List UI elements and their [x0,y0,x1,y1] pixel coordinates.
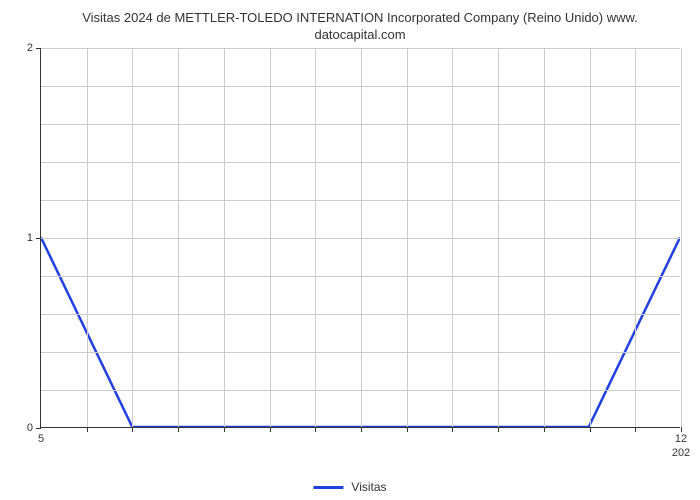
gridline-v [498,48,499,427]
x-tick-mark [87,427,88,432]
gridline-v [270,48,271,427]
gridline-v [544,48,545,427]
plot-area: 012512202 [40,48,680,428]
x-tick-mark [544,427,545,432]
x-sublabel-right: 202 [672,427,690,459]
gridline-v [590,48,591,427]
title-line-1: Visitas 2024 de METTLER-TOLEDO INTERNATI… [82,10,638,25]
y-tick-mark [36,48,41,49]
chart-container: Visitas 2024 de METTLER-TOLEDO INTERNATI… [0,0,700,500]
x-tick-mark [498,427,499,432]
x-tick-mark [635,427,636,432]
gridline-v [315,48,316,427]
legend-swatch [313,486,343,489]
x-tick-mark [590,427,591,432]
legend-label: Visitas [351,480,386,494]
y-tick-mark [36,238,41,239]
gridline-v [635,48,636,427]
gridline-v [407,48,408,427]
x-tick-mark [178,427,179,432]
gridline-v [224,48,225,427]
gridline-v [681,48,682,427]
x-tick-mark [315,427,316,432]
x-tick-mark [407,427,408,432]
gridline-v [178,48,179,427]
title-line-2: datocapital.com [314,27,405,42]
gridline-v [132,48,133,427]
x-tick-mark [452,427,453,432]
legend: Visitas [313,480,386,494]
gridline-v [361,48,362,427]
x-tick-mark [270,427,271,432]
gridline-v [87,48,88,427]
x-tick-label-left: 5 [38,427,44,445]
gridline-v [452,48,453,427]
x-tick-mark [361,427,362,432]
x-tick-mark [224,427,225,432]
x-tick-mark [132,427,133,432]
chart-title: Visitas 2024 de METTLER-TOLEDO INTERNATI… [40,10,680,44]
